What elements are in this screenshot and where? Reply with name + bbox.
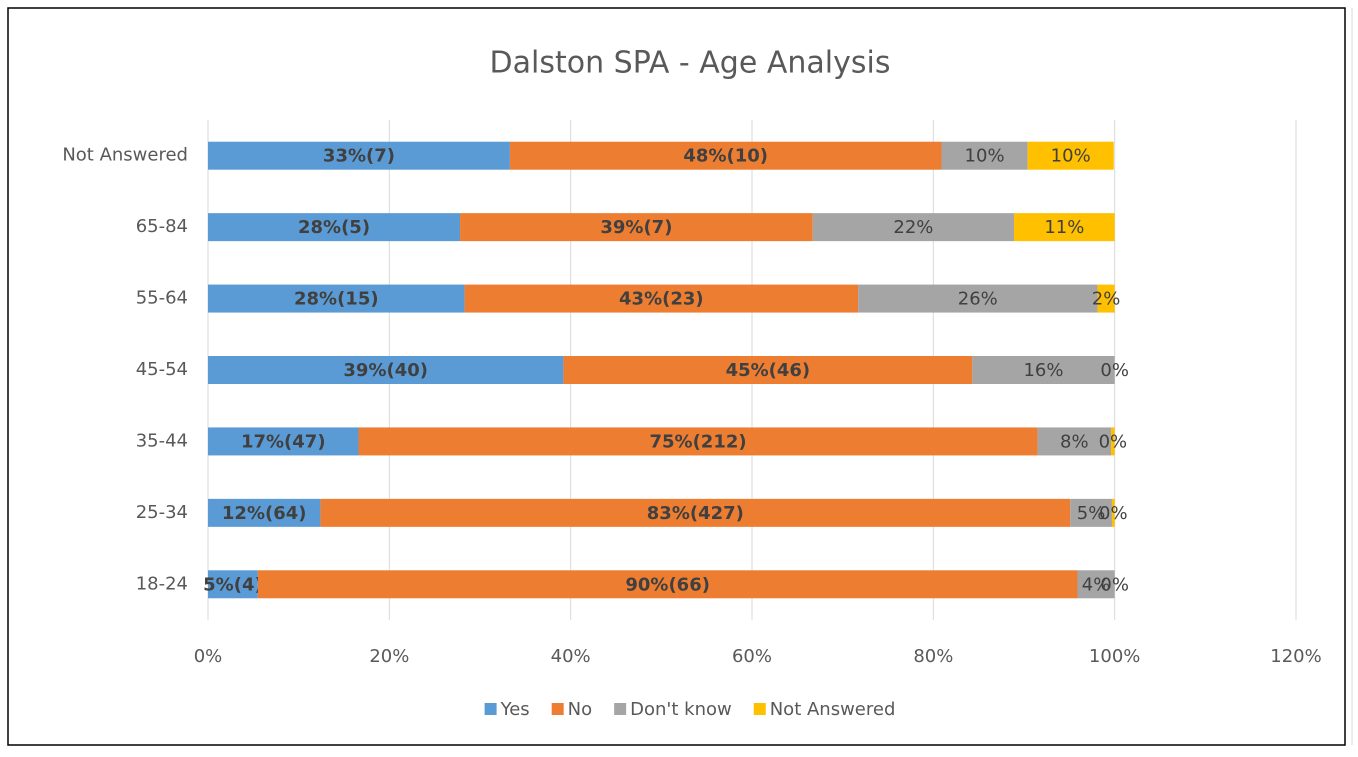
bar-segment	[257, 570, 1078, 599]
value-label: 28%(15)	[294, 289, 379, 310]
bar-segment	[858, 284, 1098, 313]
x-tick-label: 0%	[194, 646, 223, 667]
x-tick-label: 80%	[913, 646, 953, 667]
value-label: 0%	[1099, 503, 1128, 524]
bar-segment	[460, 213, 813, 242]
bar-segment	[1111, 427, 1115, 456]
legend-swatch	[484, 703, 497, 715]
bar-segment	[812, 213, 1015, 242]
value-label: 90%(66)	[625, 574, 710, 595]
value-label: 5%(4)	[203, 574, 263, 595]
bar-segment	[320, 498, 1071, 527]
value-label: 2%	[1092, 289, 1121, 310]
value-label: 33%(7)	[323, 146, 395, 167]
bar-segment	[208, 498, 321, 527]
bar-segment	[208, 427, 359, 456]
y-tick-label: 35-44	[136, 430, 188, 451]
chart-title: Dalston SPA - Age Analysis	[490, 46, 891, 81]
value-label: 8%	[1060, 431, 1089, 452]
x-tick-label: 20%	[369, 646, 409, 667]
value-label: 0%	[1099, 431, 1128, 452]
value-label: 0%	[1100, 360, 1129, 381]
bar-segment	[972, 356, 1115, 384]
value-label: 0%	[1100, 574, 1129, 595]
y-tick-label: Not Answered	[62, 145, 188, 166]
bar-segment	[208, 284, 465, 313]
value-label: 45%(46)	[726, 360, 811, 381]
legend-label: Yes	[500, 699, 530, 720]
value-label: 39%(7)	[600, 217, 672, 238]
value-label: 83%(427)	[647, 503, 744, 524]
legend-swatch	[614, 703, 627, 715]
legend-label: No	[568, 699, 592, 720]
x-tick-label: 120%	[1270, 646, 1321, 667]
y-tick-label: 65-84	[136, 216, 188, 237]
legend-swatch	[551, 703, 564, 715]
value-label: 48%(10)	[683, 146, 768, 167]
legend-swatch	[753, 703, 766, 715]
y-tick-label: 45-54	[136, 359, 188, 380]
value-label: 16%	[1023, 360, 1063, 381]
bar-segment	[208, 356, 564, 384]
x-tick-label: 100%	[1089, 646, 1140, 667]
bar-segment	[509, 141, 942, 170]
bar-segment	[1037, 427, 1112, 456]
value-label: 5%	[1077, 503, 1106, 524]
value-label: 75%(212)	[649, 431, 746, 452]
value-label: 11%	[1044, 217, 1084, 238]
x-tick-label: 40%	[551, 646, 591, 667]
value-label: 17%(47)	[241, 431, 326, 452]
bar-segment	[563, 356, 973, 384]
value-label: 26%	[958, 289, 998, 310]
bar-segment	[941, 141, 1028, 170]
legend-label: Don't know	[630, 699, 732, 720]
y-tick-label: 25-34	[136, 502, 188, 523]
value-label: 4%	[1082, 574, 1111, 595]
bar-segment	[1014, 213, 1115, 242]
bar-segment	[1111, 498, 1115, 527]
bar-segment	[1077, 570, 1115, 599]
bar-segment	[208, 141, 510, 170]
bar-segment	[1070, 498, 1112, 527]
bar-segment	[208, 213, 461, 242]
bar-segment	[358, 427, 1038, 456]
y-tick-label: 18-24	[136, 573, 188, 594]
value-label: 22%	[893, 217, 933, 238]
bar-segment	[208, 570, 258, 599]
value-label: 39%(40)	[343, 360, 428, 381]
value-label: 28%(5)	[298, 217, 370, 238]
x-tick-label: 60%	[732, 646, 772, 667]
y-tick-label: 55-64	[136, 288, 188, 309]
value-label: 10%	[965, 146, 1005, 167]
legend-label: Not Answered	[770, 699, 896, 720]
value-label: 12%(64)	[222, 503, 307, 524]
bar-segment	[1027, 141, 1114, 170]
value-label: 43%(23)	[619, 289, 704, 310]
bar-segment	[464, 284, 859, 313]
bar-segment	[1097, 284, 1115, 313]
value-label: 10%	[1051, 146, 1091, 167]
